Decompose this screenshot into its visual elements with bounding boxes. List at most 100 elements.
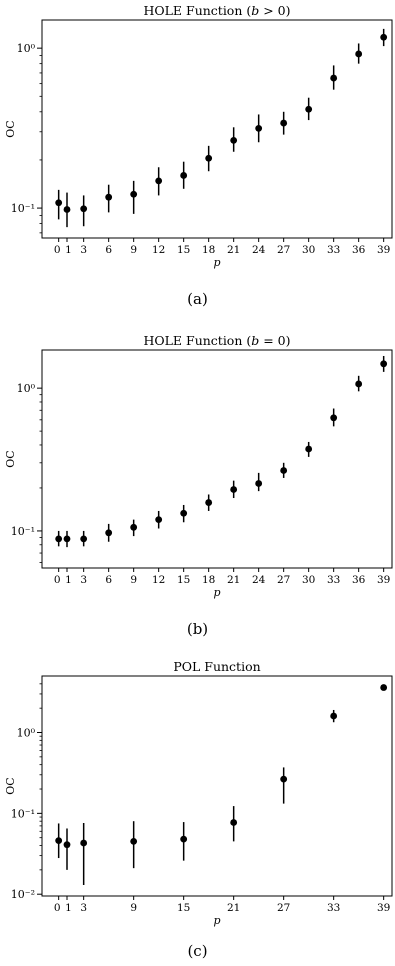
y-axis-label: OC	[4, 777, 17, 794]
y-tick-label: 10⁻¹	[11, 807, 35, 820]
x-tick-label: 18	[202, 244, 215, 256]
x-tick-label: 33	[327, 574, 340, 586]
x-tick-label: 39	[377, 902, 390, 914]
x-tick-label: 24	[252, 574, 266, 586]
data-point	[380, 360, 388, 368]
data-point	[355, 380, 363, 388]
data-point	[63, 535, 71, 543]
y-tick-label: 10⁻¹	[11, 202, 35, 215]
y-tick-label: 10⁻¹	[11, 525, 35, 538]
data-point	[105, 193, 113, 201]
x-axis-label: p	[213, 586, 220, 599]
y-tick-label: 10⁻²	[11, 888, 35, 901]
x-tick-label: 0	[54, 244, 61, 256]
data-point	[305, 445, 313, 453]
data-point	[280, 775, 288, 783]
x-tick-label: 1	[65, 244, 72, 256]
x-tick-label: 18	[202, 574, 215, 586]
data-point	[380, 684, 388, 691]
x-tick-label: 12	[152, 244, 165, 256]
y-tick-label: 10⁰	[17, 382, 36, 395]
x-tick-label: 15	[177, 574, 190, 586]
x-tick-label: 33	[327, 244, 340, 256]
caption-a: (a)	[187, 290, 208, 308]
x-tick-label: 21	[227, 244, 240, 256]
y-tick-label: 10⁰	[17, 727, 36, 740]
x-tick-label: 27	[277, 574, 290, 586]
x-axis-label: p	[213, 914, 220, 927]
chart-title: POL Function	[173, 659, 260, 674]
data-point	[255, 480, 263, 487]
x-tick-label: 24	[252, 244, 266, 256]
data-point	[155, 177, 163, 185]
x-tick-label: 3	[80, 902, 87, 914]
data-point	[155, 516, 163, 524]
data-point	[55, 837, 63, 845]
x-tick-label: 0	[54, 574, 61, 586]
x-tick-label: 0	[54, 902, 61, 914]
data-point	[330, 414, 338, 422]
x-tick-label: 21	[227, 574, 240, 586]
x-tick-label: 21	[227, 902, 240, 914]
data-point	[280, 119, 288, 127]
chart-title: HOLE Function (b > 0)	[143, 3, 290, 18]
plot-frame	[41, 19, 393, 239]
data-point	[80, 205, 88, 213]
x-tick-label: 1	[65, 902, 72, 914]
x-tick-label: 9	[130, 574, 137, 586]
data-point	[130, 190, 138, 198]
x-tick-label: 33	[327, 902, 340, 914]
x-tick-label: 9	[130, 902, 137, 914]
data-point	[180, 509, 188, 517]
x-axis-label: p	[213, 256, 220, 269]
data-point	[230, 486, 238, 493]
x-tick-label: 9	[130, 244, 137, 256]
x-tick-label: 3	[80, 244, 87, 256]
chart-title: HOLE Function (b = 0)	[143, 333, 290, 348]
y-tick-label: 10⁰	[17, 42, 36, 55]
plot-frame	[41, 675, 393, 897]
plot-frame	[41, 349, 393, 569]
x-tick-label: 1	[65, 574, 72, 586]
data-point	[63, 841, 71, 849]
x-tick-label: 39	[377, 574, 390, 586]
data-point	[180, 172, 188, 179]
x-tick-label: 39	[377, 244, 390, 256]
data-point	[80, 535, 88, 543]
x-tick-label: 15	[177, 244, 190, 256]
x-tick-label: 27	[277, 244, 290, 256]
x-tick-label: 12	[152, 574, 165, 586]
x-tick-label: 30	[302, 244, 315, 256]
data-point	[180, 835, 188, 843]
chart-panel-1: HOLE Function (b = 0) OC p 0 1 3 6 9 12 15 18 21 24 2…	[4, 333, 393, 599]
caption-b: (b)	[186, 620, 209, 638]
data-point	[230, 819, 238, 826]
data-point	[255, 124, 263, 132]
data-point	[355, 50, 363, 58]
data-point	[330, 712, 338, 720]
chart-panel-0: HOLE Function (b > 0) OC p 0 1 3 6 9 12 15 18 21 24 2…	[4, 3, 393, 269]
x-tick-label: 36	[352, 244, 366, 256]
data-point	[205, 154, 213, 162]
data-point	[230, 136, 238, 144]
x-tick-label: 27	[277, 902, 290, 914]
data-point	[130, 837, 138, 845]
caption-c: (c)	[187, 942, 208, 960]
y-axis-label: OC	[4, 450, 17, 467]
x-tick-label: 3	[80, 574, 87, 586]
data-point	[63, 206, 71, 213]
data-point	[380, 33, 388, 41]
y-axis-label: OC	[4, 120, 17, 137]
x-tick-label: 15	[177, 902, 190, 914]
data-point	[55, 535, 63, 543]
data-point	[205, 499, 213, 506]
data-point	[280, 467, 288, 474]
data-point	[330, 74, 338, 82]
data-point	[55, 199, 63, 207]
data-point	[105, 529, 113, 537]
data-point	[130, 523, 138, 531]
x-tick-label: 6	[105, 574, 112, 586]
